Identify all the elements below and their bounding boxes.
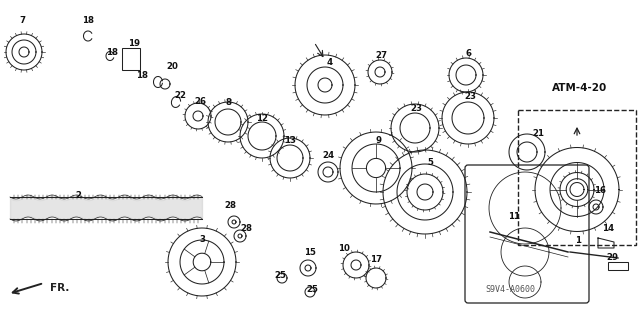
- Text: 4: 4: [327, 58, 333, 67]
- Text: 17: 17: [370, 255, 382, 265]
- Text: ATM-4-20: ATM-4-20: [552, 83, 607, 93]
- Text: 20: 20: [166, 61, 178, 70]
- Text: 28: 28: [224, 201, 236, 210]
- Text: 10: 10: [338, 244, 350, 252]
- Text: 1: 1: [575, 236, 581, 244]
- Text: S9V4-A0600: S9V4-A0600: [485, 285, 535, 294]
- Bar: [122, 48, 140, 70]
- Text: 27: 27: [375, 51, 387, 60]
- Text: 22: 22: [174, 91, 186, 100]
- Text: 18: 18: [106, 47, 118, 57]
- Text: 15: 15: [304, 247, 316, 257]
- Bar: [608, 262, 628, 270]
- Text: 26: 26: [194, 97, 206, 106]
- Text: 25: 25: [306, 285, 318, 294]
- Text: 25: 25: [274, 270, 286, 279]
- Text: 2: 2: [75, 190, 81, 199]
- Text: 19: 19: [128, 38, 140, 47]
- Text: 21: 21: [532, 129, 544, 138]
- Text: 24: 24: [322, 150, 334, 159]
- Text: 7: 7: [19, 15, 25, 25]
- Text: 28: 28: [240, 223, 252, 233]
- Text: 23: 23: [464, 92, 476, 100]
- Text: 23: 23: [410, 103, 422, 113]
- Bar: [518, 110, 636, 245]
- Text: 9: 9: [375, 135, 381, 145]
- Text: 16: 16: [594, 186, 606, 195]
- Text: 8: 8: [225, 98, 231, 107]
- Text: 3: 3: [199, 235, 205, 244]
- Text: 11: 11: [508, 212, 520, 220]
- Text: 13: 13: [284, 135, 296, 145]
- Text: 5: 5: [427, 157, 433, 166]
- Text: 6: 6: [465, 49, 471, 58]
- Text: 18: 18: [82, 15, 94, 25]
- Text: 18: 18: [136, 70, 148, 79]
- Text: FR.: FR.: [50, 283, 69, 293]
- Text: 12: 12: [256, 114, 268, 123]
- Text: 14: 14: [602, 223, 614, 233]
- Text: 29: 29: [606, 253, 618, 262]
